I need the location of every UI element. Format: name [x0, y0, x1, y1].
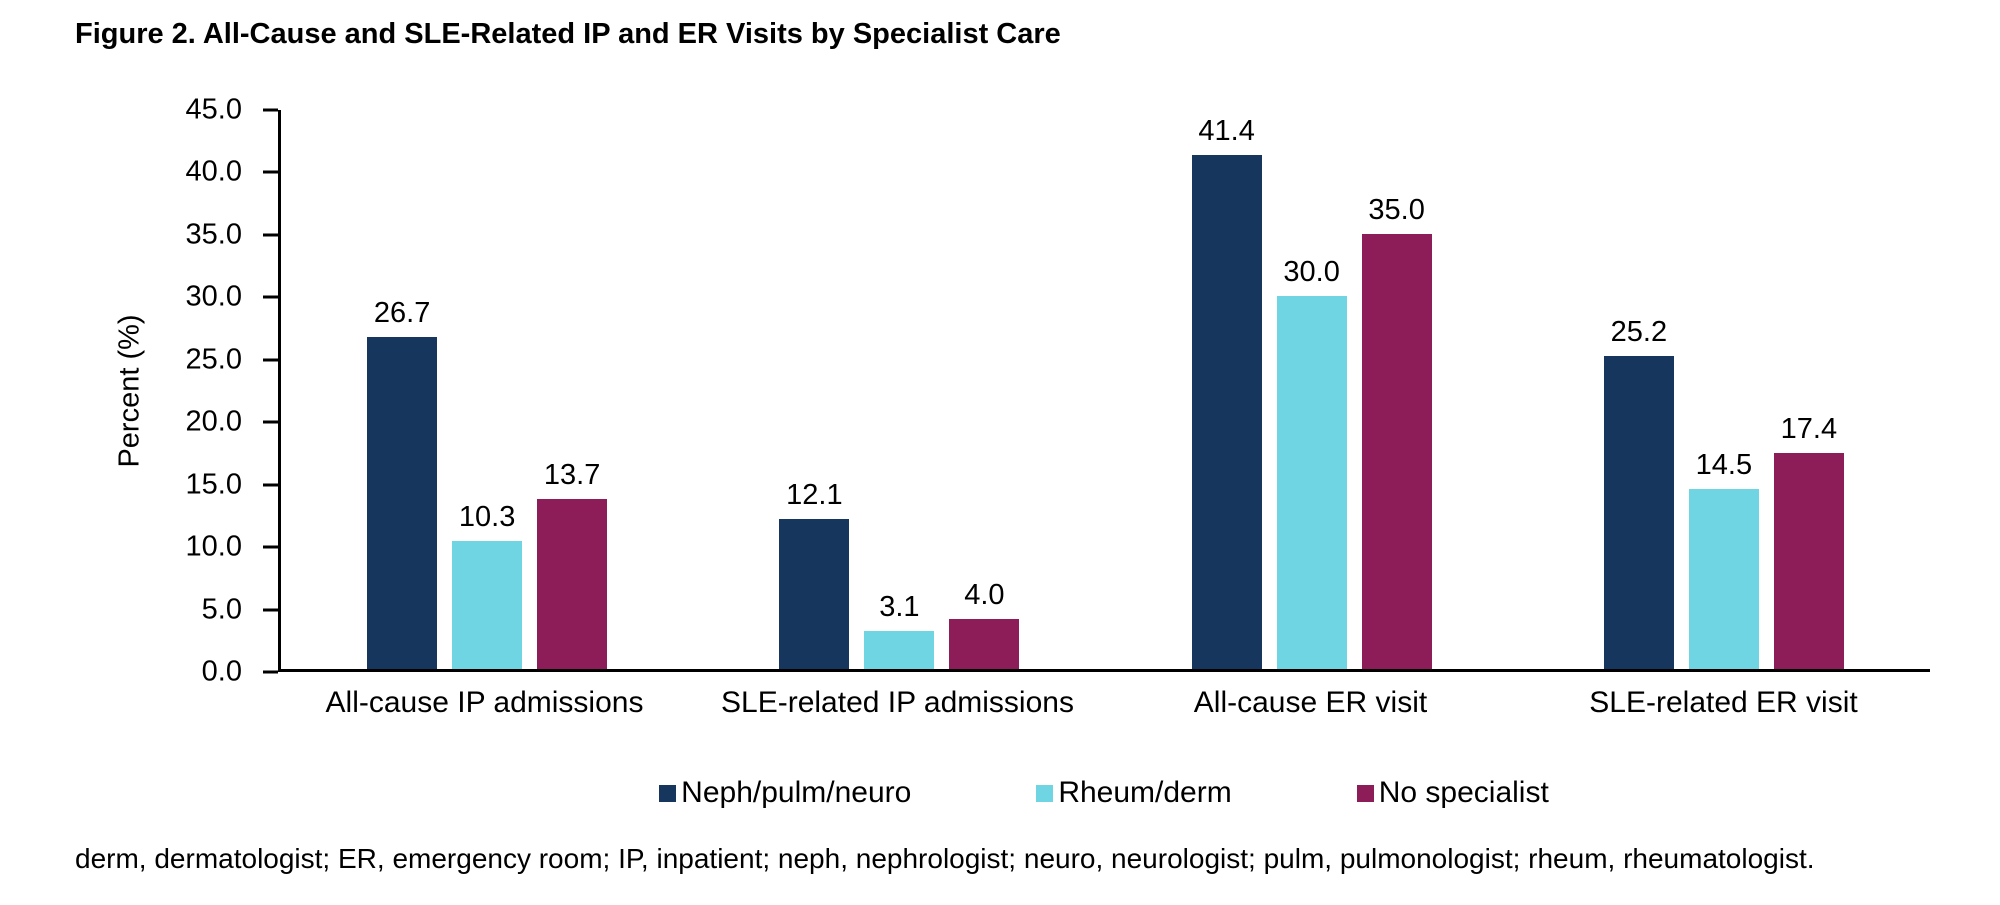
bar-wrap: 26.7	[367, 110, 438, 669]
legend-label: No specialist	[1378, 776, 1549, 809]
bar-value-label: 12.1	[786, 478, 843, 511]
y-tick-label: 0.0	[201, 655, 242, 688]
y-tick-label: 35.0	[185, 218, 242, 251]
x-axis-labels: All-cause IP admissions SLE-related IP ad…	[278, 686, 1930, 720]
legend-label: Neph/pulm/neuro	[681, 776, 912, 809]
bar-wrap: 13.7	[537, 110, 608, 669]
bar-value-label: 13.7	[543, 458, 601, 491]
footnote: derm, dermatologist; ER, emergency room;…	[75, 843, 1815, 874]
bar-wrap: 14.5	[1688, 110, 1759, 669]
bar-value-label: 41.4	[1198, 114, 1255, 147]
x-category-label: All-cause ER visit	[1193, 686, 1428, 719]
chart-title: Figure 2. All-Cause and SLE-Related IP a…	[75, 18, 1061, 50]
bar-group: 26.7 10.3 13.7	[281, 110, 693, 669]
y-tick-mark	[263, 295, 278, 299]
bar-value-label: 17.4	[1780, 412, 1838, 445]
y-tick-mark	[263, 545, 278, 549]
bar-wrap: 3.1	[864, 110, 935, 669]
legend-item: Rheum/derm	[1036, 776, 1232, 810]
y-tick-mark	[263, 108, 278, 112]
y-tick-label: 5.0	[201, 593, 242, 626]
bar	[367, 337, 438, 669]
bar-wrap: 41.4	[1191, 110, 1262, 669]
legend-swatch	[659, 784, 677, 802]
bar-value-label: 3.1	[879, 590, 920, 623]
bar-wrap: 10.3	[452, 110, 523, 669]
y-tick-mark	[263, 358, 278, 362]
bar	[1361, 234, 1432, 669]
legend-item: Neph/pulm/neuro	[659, 776, 911, 810]
bar	[779, 518, 850, 669]
bar	[1276, 296, 1347, 669]
legend-item: No specialist	[1356, 776, 1549, 810]
bar-value-label: 35.0	[1368, 194, 1425, 227]
bar-wrap: 12.1	[779, 110, 850, 669]
bar-group: 41.4 30.0 35.0	[1106, 110, 1518, 669]
y-tick-label: 20.0	[185, 405, 242, 438]
bar-wrap: 25.2	[1603, 110, 1674, 669]
bar	[1603, 355, 1674, 669]
bar-wrap: 4.0	[949, 110, 1020, 669]
bar-value-label: 4.0	[964, 579, 1005, 612]
bar	[864, 630, 935, 669]
y-tick-mark	[263, 233, 278, 237]
y-tick-label: 25.0	[185, 343, 242, 376]
x-category-label: SLE-related IP admissions	[721, 686, 1074, 719]
y-tick-label: 45.0	[185, 93, 242, 126]
y-tick-label: 30.0	[185, 280, 242, 313]
bar-group: 12.1 3.1 4.0	[693, 110, 1105, 669]
y-tick-label: 15.0	[185, 468, 242, 501]
bar	[1191, 154, 1262, 669]
y-tick-label: 10.0	[185, 530, 242, 563]
plot-area: 26.7 10.3 13.7 12.1 3.1 4.0 41.4 30.0 35.0 25.2 14…	[278, 110, 1930, 672]
y-tick-label: 40.0	[185, 155, 242, 188]
bar-wrap: 17.4	[1773, 110, 1844, 669]
bar	[1688, 488, 1759, 669]
bar-value-label: 25.2	[1610, 315, 1668, 348]
y-tick-mark	[263, 608, 278, 612]
legend-label: Rheum/derm	[1058, 776, 1232, 809]
bar-value-label: 26.7	[373, 297, 431, 330]
bar	[452, 541, 523, 669]
y-axis: 0.0 5.0 10.0 15.0 20.0 25.0 30.0 35.0 40.0 45.0	[0, 95, 278, 686]
bar-value-label: 14.5	[1695, 448, 1753, 481]
y-tick-mark	[263, 670, 278, 674]
legend-swatch	[1036, 784, 1054, 802]
bar	[537, 498, 608, 669]
legend-swatch	[1356, 784, 1374, 802]
bar	[949, 619, 1020, 669]
legend: Neph/pulm/neuro Rheum/derm No specialist	[278, 776, 1930, 810]
x-category-label: All-cause IP admissions	[325, 686, 644, 719]
y-tick-mark	[263, 170, 278, 174]
bar-value-label: 10.3	[458, 501, 516, 534]
bar-value-label: 30.0	[1283, 256, 1340, 289]
y-tick-mark	[263, 483, 278, 487]
bar-wrap: 30.0	[1276, 110, 1347, 669]
x-category-label: SLE-related ER visit	[1589, 686, 1858, 719]
bar-group: 25.2 14.5 17.4	[1518, 110, 1930, 669]
bar-wrap: 35.0	[1361, 110, 1432, 669]
bar	[1773, 452, 1844, 669]
y-tick-mark	[263, 420, 278, 424]
